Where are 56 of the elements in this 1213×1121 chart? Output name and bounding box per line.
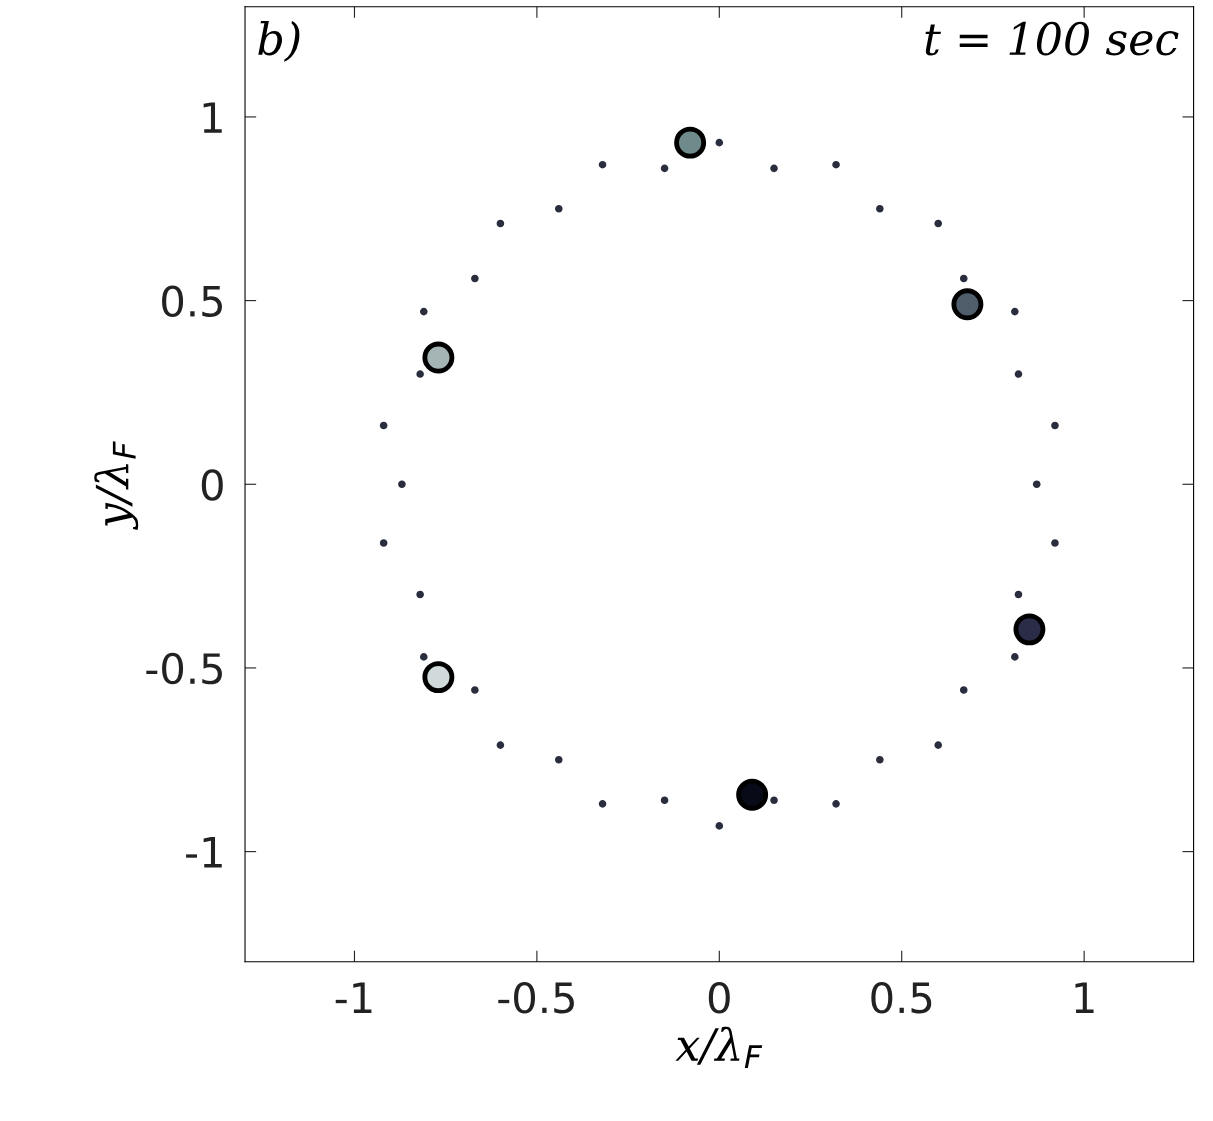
point: [1014, 590, 1023, 599]
point: [1014, 370, 1023, 378]
point: [1011, 307, 1019, 316]
point: [832, 800, 840, 808]
x-tick-label: -1: [335, 982, 372, 1013]
y-tick-label: -1: [186, 837, 222, 868]
x-tick-label: -0.5: [498, 982, 574, 1014]
annotation: b): [258, 21, 300, 62]
point: [554, 204, 563, 213]
point: [419, 653, 428, 661]
y-axis-title: y/λ$_{F}$: [94, 441, 139, 530]
point: [715, 138, 724, 147]
point: [419, 307, 428, 316]
point: [1051, 539, 1059, 547]
point: [934, 219, 943, 228]
point: [379, 421, 388, 430]
point: [598, 800, 607, 808]
point: [876, 755, 884, 764]
point: [951, 288, 984, 321]
point: [1013, 613, 1046, 646]
point: [422, 341, 455, 374]
point: [471, 686, 479, 694]
point: [770, 796, 778, 804]
point: [471, 274, 479, 283]
point: [598, 160, 607, 169]
y-tick-label: 0: [201, 469, 223, 501]
point: [736, 778, 769, 811]
annotation: t = 100 sec: [925, 21, 1179, 56]
point: [959, 686, 968, 694]
x-tick-label: 1: [1075, 982, 1094, 1013]
point: [422, 661, 455, 694]
point: [554, 755, 563, 764]
point: [398, 480, 406, 489]
point: [959, 274, 968, 283]
y-tick-label: -0.5: [146, 652, 222, 685]
point: [934, 741, 943, 749]
point: [1051, 421, 1059, 430]
y-tick-label: 1: [203, 102, 222, 133]
x-tick-label: 0: [708, 982, 730, 1014]
point: [1032, 480, 1041, 489]
point: [660, 796, 669, 804]
point: [496, 219, 505, 228]
x-axis-title: x/λ$_{F}$: [675, 1026, 763, 1068]
point: [416, 590, 424, 599]
point: [715, 822, 724, 830]
point: [496, 741, 505, 749]
point: [379, 539, 388, 547]
point: [770, 164, 778, 173]
point: [416, 370, 424, 378]
y-tick-label: 0.5: [162, 285, 222, 318]
point: [1011, 653, 1019, 661]
point: [660, 164, 669, 173]
x-tick-label: 0.5: [871, 982, 932, 1014]
point: [876, 204, 884, 213]
point: [674, 126, 707, 159]
point: [832, 160, 840, 169]
